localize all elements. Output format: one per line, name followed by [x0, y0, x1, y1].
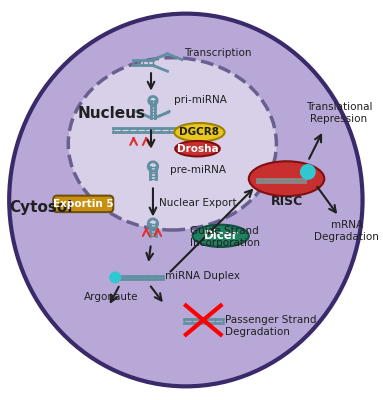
Ellipse shape	[174, 123, 224, 142]
Circle shape	[110, 272, 121, 283]
Text: RISC: RISC	[270, 196, 303, 208]
Text: Nucleus: Nucleus	[77, 106, 145, 121]
Ellipse shape	[9, 14, 363, 386]
Circle shape	[301, 165, 315, 179]
Text: Argonaute: Argonaute	[84, 292, 139, 302]
Text: Cytosol: Cytosol	[9, 200, 72, 215]
Ellipse shape	[68, 58, 277, 230]
Text: mRNA
Degradation: mRNA Degradation	[314, 220, 379, 242]
Ellipse shape	[193, 225, 249, 247]
Ellipse shape	[175, 141, 220, 156]
Ellipse shape	[249, 161, 324, 196]
Text: Passenger Strand
Degradation: Passenger Strand Degradation	[224, 315, 316, 337]
Text: Translational
Repression: Translational Repression	[306, 102, 372, 124]
Text: Dicer: Dicer	[203, 229, 238, 242]
Text: pri-miRNA: pri-miRNA	[174, 95, 227, 105]
Text: pre-miRNA: pre-miRNA	[170, 165, 226, 175]
Text: Exportin 5: Exportin 5	[53, 199, 114, 209]
Text: Nuclear Export: Nuclear Export	[159, 198, 236, 208]
Text: Transcription: Transcription	[184, 48, 251, 58]
Text: DGCR8: DGCR8	[179, 127, 219, 137]
FancyBboxPatch shape	[53, 196, 113, 212]
Text: miRNA Duplex: miRNA Duplex	[165, 270, 240, 280]
Text: Guide Strand
Incorporation: Guide Strand Incorporation	[190, 226, 260, 248]
Text: Drosha: Drosha	[177, 144, 218, 154]
